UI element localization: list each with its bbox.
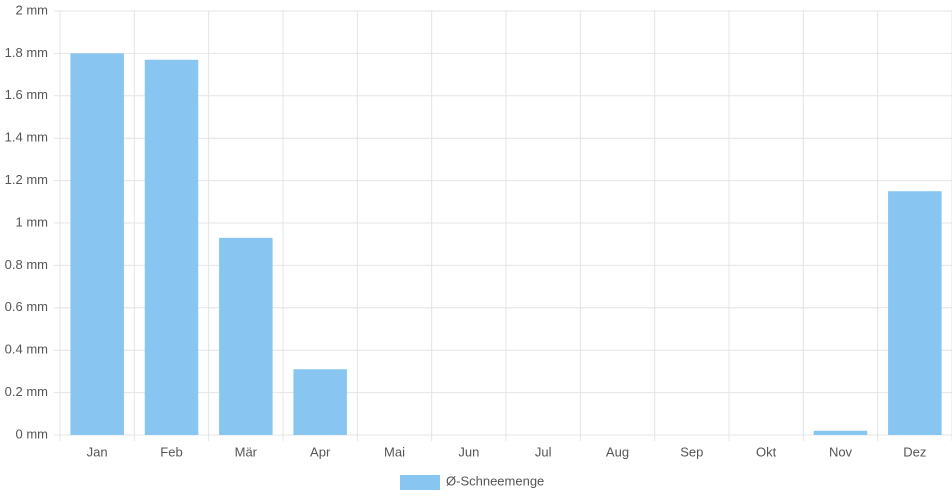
bar <box>70 53 124 436</box>
x-tick-label: Feb <box>160 444 182 459</box>
x-tick-label: Aug <box>606 444 629 459</box>
legend-label: Ø-Schneemenge <box>446 473 544 488</box>
x-tick-label: Jul <box>535 444 552 459</box>
y-tick-label: 1.6 mm <box>5 87 48 102</box>
bar <box>293 369 347 435</box>
y-tick-label: 1.8 mm <box>5 45 48 60</box>
y-tick-label: 1.4 mm <box>5 130 48 145</box>
y-tick-label: 1.2 mm <box>5 172 48 187</box>
y-tick-label: 0.6 mm <box>5 299 48 314</box>
x-tick-label: Jan <box>87 444 108 459</box>
y-tick-label: 0.2 mm <box>5 384 48 399</box>
x-tick-label: Jun <box>458 444 479 459</box>
y-tick-label: 0 mm <box>16 426 49 441</box>
y-tick-label: 1 mm <box>16 214 49 229</box>
x-tick-label: Sep <box>680 444 703 459</box>
bar <box>219 237 273 435</box>
bar <box>813 430 868 435</box>
x-tick-label: Okt <box>756 444 777 459</box>
bar <box>144 59 199 435</box>
y-tick-label: 2 mm <box>16 2 49 17</box>
x-tick-label: Nov <box>829 444 853 459</box>
y-tick-label: 0.8 mm <box>5 257 48 272</box>
y-tick-label: 0.4 mm <box>5 342 48 357</box>
x-tick-label: Dez <box>903 444 926 459</box>
bar <box>888 191 942 435</box>
x-tick-label: Mär <box>235 444 258 459</box>
x-tick-label: Mai <box>384 444 405 459</box>
x-tick-label: Apr <box>310 444 331 459</box>
legend-swatch <box>400 475 440 490</box>
